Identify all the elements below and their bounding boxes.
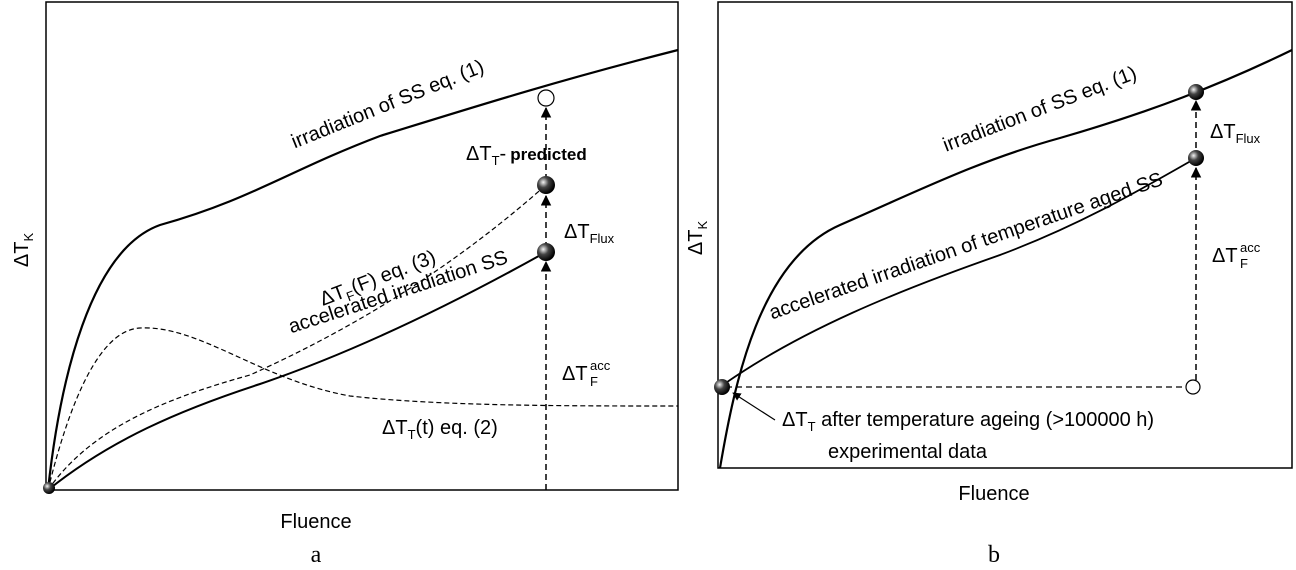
panel-b-ss-ball [1188, 84, 1204, 100]
svg-text:acc: acc [590, 358, 611, 373]
panel-a-predicted-label: ΔTT-predicted [466, 143, 587, 168]
panel-b-accel-curve [719, 157, 1197, 388]
panel-b: ΔTK Fluence b irradiation of SS eq. (1) … [685, 1, 1293, 568]
panel-a-ylabel: ΔTK [11, 233, 36, 268]
panel-b-xlabel: Fluence [958, 483, 1029, 505]
panel-b-ss-curve [718, 49, 1293, 469]
panel-a-caption: a [311, 542, 322, 568]
panel-b-ageing-pointer [732, 392, 776, 421]
panel-b-frame [717, 1, 1293, 469]
panel-a-ss-label: irradiation of SS eq. (1) [288, 56, 487, 153]
panel-b-empty-circle [1185, 379, 1201, 395]
panel-a-frame [45, 1, 679, 491]
panel-a-xlabel: Fluence [280, 511, 351, 533]
panel-b-flux-delta-label: ΔTFlux [1210, 121, 1261, 146]
panel-b-accel-label: accelerated irradiation of temperature a… [766, 168, 1165, 324]
panel-a-accel-ball [537, 243, 555, 261]
panel-b-ageing-ball [714, 379, 730, 395]
svg-text:acc: acc [1240, 240, 1261, 255]
panel-b-acc-delta-label: ΔT acc F [1212, 240, 1261, 271]
panel-a: ΔTK Fluence a irradiation of SS eq. (1) … [11, 1, 679, 568]
panel-a-accel-curve [47, 251, 547, 491]
panel-a-flux-curve [47, 184, 547, 491]
panel-a-acc-delta-label: ΔT acc F [562, 358, 611, 389]
panel-a-time-label: ΔTT(t) eq. (2) [382, 417, 498, 442]
panel-a-flux-ball [537, 176, 555, 194]
panel-a-origin-ball [43, 482, 55, 494]
panel-b-caption: b [988, 542, 1000, 568]
panel-a-predicted-circle [537, 89, 555, 107]
panel-b-experimental-label: experimental data [828, 441, 988, 463]
panel-a-flux-delta-label: ΔTFlux [564, 221, 615, 246]
panel-b-accel-ball [1188, 150, 1204, 166]
svg-text:ΔT: ΔT [1212, 245, 1238, 267]
panel-b-ageing-label: ΔTT after temperature ageing (>100000 h) [782, 409, 1154, 434]
svg-text:F: F [1240, 256, 1248, 271]
panel-a-time-curve [47, 327, 679, 491]
panel-b-ylabel: ΔTK [685, 221, 710, 256]
panel-b-ss-label: irradiation of SS eq. (1) [940, 62, 1140, 156]
svg-text:F: F [590, 374, 598, 389]
svg-text:ΔT: ΔT [562, 363, 588, 385]
panel-a-ss-curve [46, 48, 679, 491]
